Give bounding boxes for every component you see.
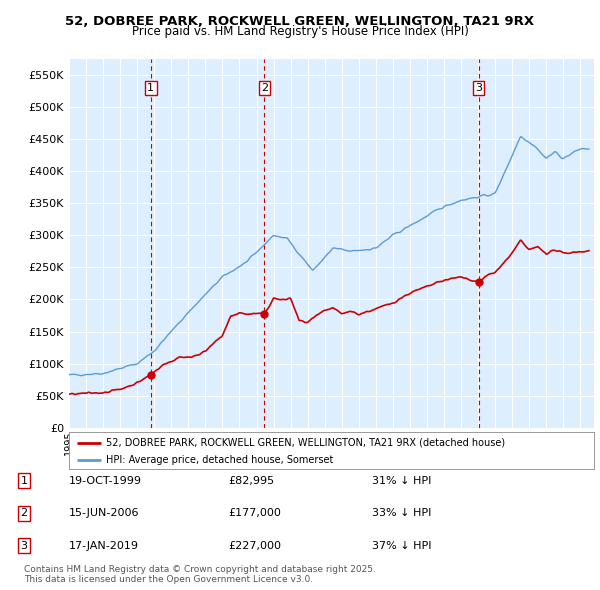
Text: 3: 3	[20, 541, 28, 550]
Text: 37% ↓ HPI: 37% ↓ HPI	[372, 541, 431, 550]
Text: 52, DOBREE PARK, ROCKWELL GREEN, WELLINGTON, TA21 9RX: 52, DOBREE PARK, ROCKWELL GREEN, WELLING…	[65, 15, 535, 28]
Text: £177,000: £177,000	[228, 509, 281, 518]
Text: HPI: Average price, detached house, Somerset: HPI: Average price, detached house, Some…	[106, 455, 333, 465]
Text: £82,995: £82,995	[228, 476, 274, 486]
Text: 2: 2	[20, 509, 28, 518]
Text: 31% ↓ HPI: 31% ↓ HPI	[372, 476, 431, 486]
Text: 33% ↓ HPI: 33% ↓ HPI	[372, 509, 431, 518]
Text: 3: 3	[475, 83, 482, 93]
Text: 1: 1	[148, 83, 154, 93]
Text: Contains HM Land Registry data © Crown copyright and database right 2025.
This d: Contains HM Land Registry data © Crown c…	[24, 565, 376, 584]
Text: 52, DOBREE PARK, ROCKWELL GREEN, WELLINGTON, TA21 9RX (detached house): 52, DOBREE PARK, ROCKWELL GREEN, WELLING…	[106, 438, 505, 448]
Text: 17-JAN-2019: 17-JAN-2019	[69, 541, 139, 550]
Text: 1: 1	[20, 476, 28, 486]
Text: Price paid vs. HM Land Registry's House Price Index (HPI): Price paid vs. HM Land Registry's House …	[131, 25, 469, 38]
Text: 15-JUN-2006: 15-JUN-2006	[69, 509, 139, 518]
Text: 2: 2	[261, 83, 268, 93]
Text: £227,000: £227,000	[228, 541, 281, 550]
Text: 19-OCT-1999: 19-OCT-1999	[69, 476, 142, 486]
